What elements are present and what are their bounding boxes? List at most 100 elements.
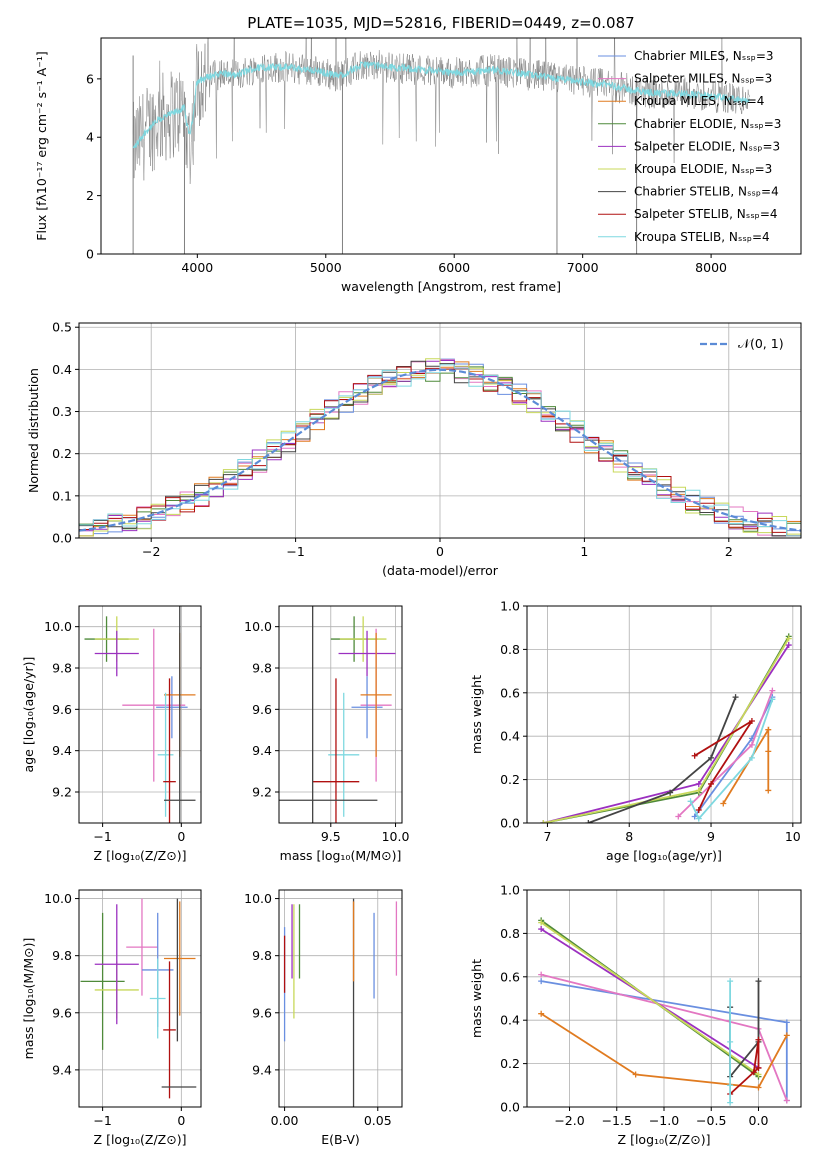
x-tick-label: −1	[93, 1113, 111, 1128]
plot-area	[538, 917, 790, 1106]
errorbar-point	[164, 606, 196, 823]
mass-weight-series	[689, 699, 774, 821]
errorbar-point	[360, 632, 392, 757]
y-tick-label: 0.0	[52, 531, 72, 546]
mass-weight-marker	[755, 1071, 762, 1078]
errorbar-point	[164, 901, 196, 1016]
residuals-panel: −2 −1 0 1 2 0.0 0.1 0.2 0.3 0.4 0.5 (data-model)/er…	[26, 320, 802, 578]
mass-weight-series	[540, 921, 760, 1076]
y-tick-label: 2	[86, 188, 94, 203]
x-axis-label: mass [log₁₀(M/M⊙)]	[280, 848, 402, 863]
x-axis-label: wavelength [Angstrom, rest frame]	[341, 279, 561, 294]
errorbar-point	[149, 958, 166, 1039]
plot-area	[279, 606, 396, 823]
y-axis-label: mass weight	[469, 959, 484, 1038]
x-tick-label: 7000	[567, 260, 599, 275]
x-tick-label: 10.0	[382, 829, 410, 844]
errorbar-point	[122, 628, 186, 782]
y-tick-label: 10.0	[244, 619, 272, 634]
x-tick-label: 2	[725, 544, 733, 559]
errorbar-point	[312, 678, 360, 823]
y-tick-label: 0.0	[500, 816, 520, 831]
y-tick-label: 0.0	[500, 1100, 520, 1115]
plot-area	[132, 38, 751, 254]
legend-label: Kroupa ELODIE, Nₛₛₚ=3	[634, 162, 772, 176]
y-tick-label: 10.0	[244, 891, 272, 906]
mass-weight-marker	[695, 780, 702, 787]
plot-area	[84, 606, 196, 823]
y-tick-label: 9.4	[52, 1062, 72, 1077]
mass-weight-marker	[632, 1071, 639, 1078]
y-tick-label: 0.1	[52, 488, 72, 503]
y-tick-label: 0	[86, 247, 94, 262]
x-tick-label: 8	[625, 829, 633, 844]
x-axis-label: Z [log₁₀(Z/Z⊙)]	[94, 848, 187, 863]
massweight-vs-age-panel: 7 8 9 10 0.0 0.2 0.4 0.6 0.8 1.0 age [log₁₀(age/yr…	[469, 599, 802, 863]
errorbar-point	[156, 676, 188, 739]
x-axis-label: age [log₁₀(age/yr)]	[606, 848, 722, 863]
mass-weight-marker	[667, 789, 674, 796]
y-tick-label: 0.6	[500, 969, 520, 984]
y-tick-label: 0.2	[52, 446, 72, 461]
mass-weight-series	[677, 690, 774, 818]
y-tick-label: 9.2	[252, 785, 272, 800]
mass-weight-marker	[748, 718, 755, 725]
mass-weight-marker	[748, 754, 755, 761]
plot-area	[79, 358, 801, 537]
legend-label: Chabrier STELIB, Nₛₛₚ=4	[634, 185, 779, 199]
mass-weight-marker	[708, 780, 715, 787]
errorbar-point	[328, 692, 360, 817]
y-axis-label: age [log₁₀(age/yr)]	[21, 657, 36, 773]
mass-weight-marker	[691, 813, 698, 820]
mass-weight-marker	[691, 752, 698, 759]
legend-label: Chabrier ELODIE, Nₛₛₚ=3	[634, 117, 781, 131]
x-tick-label: 8000	[695, 260, 727, 275]
y-tick-label: 0.8	[500, 926, 520, 941]
y-tick-label: 0.4	[500, 1013, 520, 1028]
x-tick-label: −0.5	[696, 1113, 726, 1128]
mass-weight-marker	[769, 687, 776, 694]
mass-weight-marker	[708, 754, 715, 761]
figure-title: PLATE=1035, MJD=52816, FIBERID=0449, z=0…	[247, 14, 634, 32]
errorbar-point	[126, 898, 158, 996]
plot-area	[283, 898, 398, 1107]
x-axis-label: E(B-V)	[321, 1132, 360, 1147]
spectrum-panel: 4000 5000 6000 7000 8000 0 2 4 6 wavelength [Angs…	[34, 37, 802, 294]
mass-weight-series	[694, 720, 753, 811]
x-tick-label: 0	[436, 544, 444, 559]
x-tick-label: 7	[543, 829, 551, 844]
axes-frame	[278, 605, 403, 824]
mass-weight-marker	[750, 1069, 757, 1076]
x-axis-label: (data-model)/error	[382, 563, 499, 578]
y-tick-label: 0.2	[500, 1056, 520, 1071]
spectrum-model-line	[132, 60, 751, 149]
massweight-vs-z-panel: −2.0 −1.5 −1.0 −0.5 0.0 0.0 0.2 0.4 0.6 0.8 1.0 Z […	[469, 883, 802, 1147]
mass-weight-marker	[538, 926, 545, 933]
age-vs-z-panel: −1 0 9.2 9.4 9.6 9.8 10.0 Z [log₁₀(Z/Z⊙)] age [l…	[21, 605, 202, 863]
y-tick-label: 0.6	[500, 685, 520, 700]
mass-weight-marker	[695, 815, 702, 822]
mass-weight-marker	[769, 696, 776, 703]
x-tick-label: 10	[785, 829, 801, 844]
y-tick-label: 9.6	[52, 702, 72, 717]
mass-weight-series	[543, 644, 790, 823]
y-tick-label: 9.6	[252, 1005, 272, 1020]
x-tick-label: 9	[707, 829, 715, 844]
x-tick-label: −1.0	[649, 1113, 679, 1128]
x-tick-label: 4000	[181, 260, 213, 275]
x-axis-label: Z [log₁₀(Z/Z⊙)]	[94, 1132, 187, 1147]
x-tick-label: 9.5	[321, 829, 341, 844]
mass-weight-marker	[687, 798, 694, 805]
mass-weight-marker	[785, 635, 792, 642]
mass-weight-marker	[755, 978, 762, 985]
y-tick-label: 9.4	[52, 743, 72, 758]
mass-weight-marker	[783, 1032, 790, 1039]
y-axis-label: mass [log₁₀(M/M⊙)]	[21, 938, 36, 1060]
mass-weight-marker	[755, 1064, 762, 1071]
legend-label: Salpeter STELIB, Nₛₛₚ=4	[634, 207, 778, 221]
y-tick-label: 0.3	[52, 404, 72, 419]
axes-frame	[526, 605, 802, 824]
errorbar-point	[279, 606, 378, 823]
mass-weight-series	[587, 696, 737, 823]
errorbar-point	[163, 961, 176, 1099]
